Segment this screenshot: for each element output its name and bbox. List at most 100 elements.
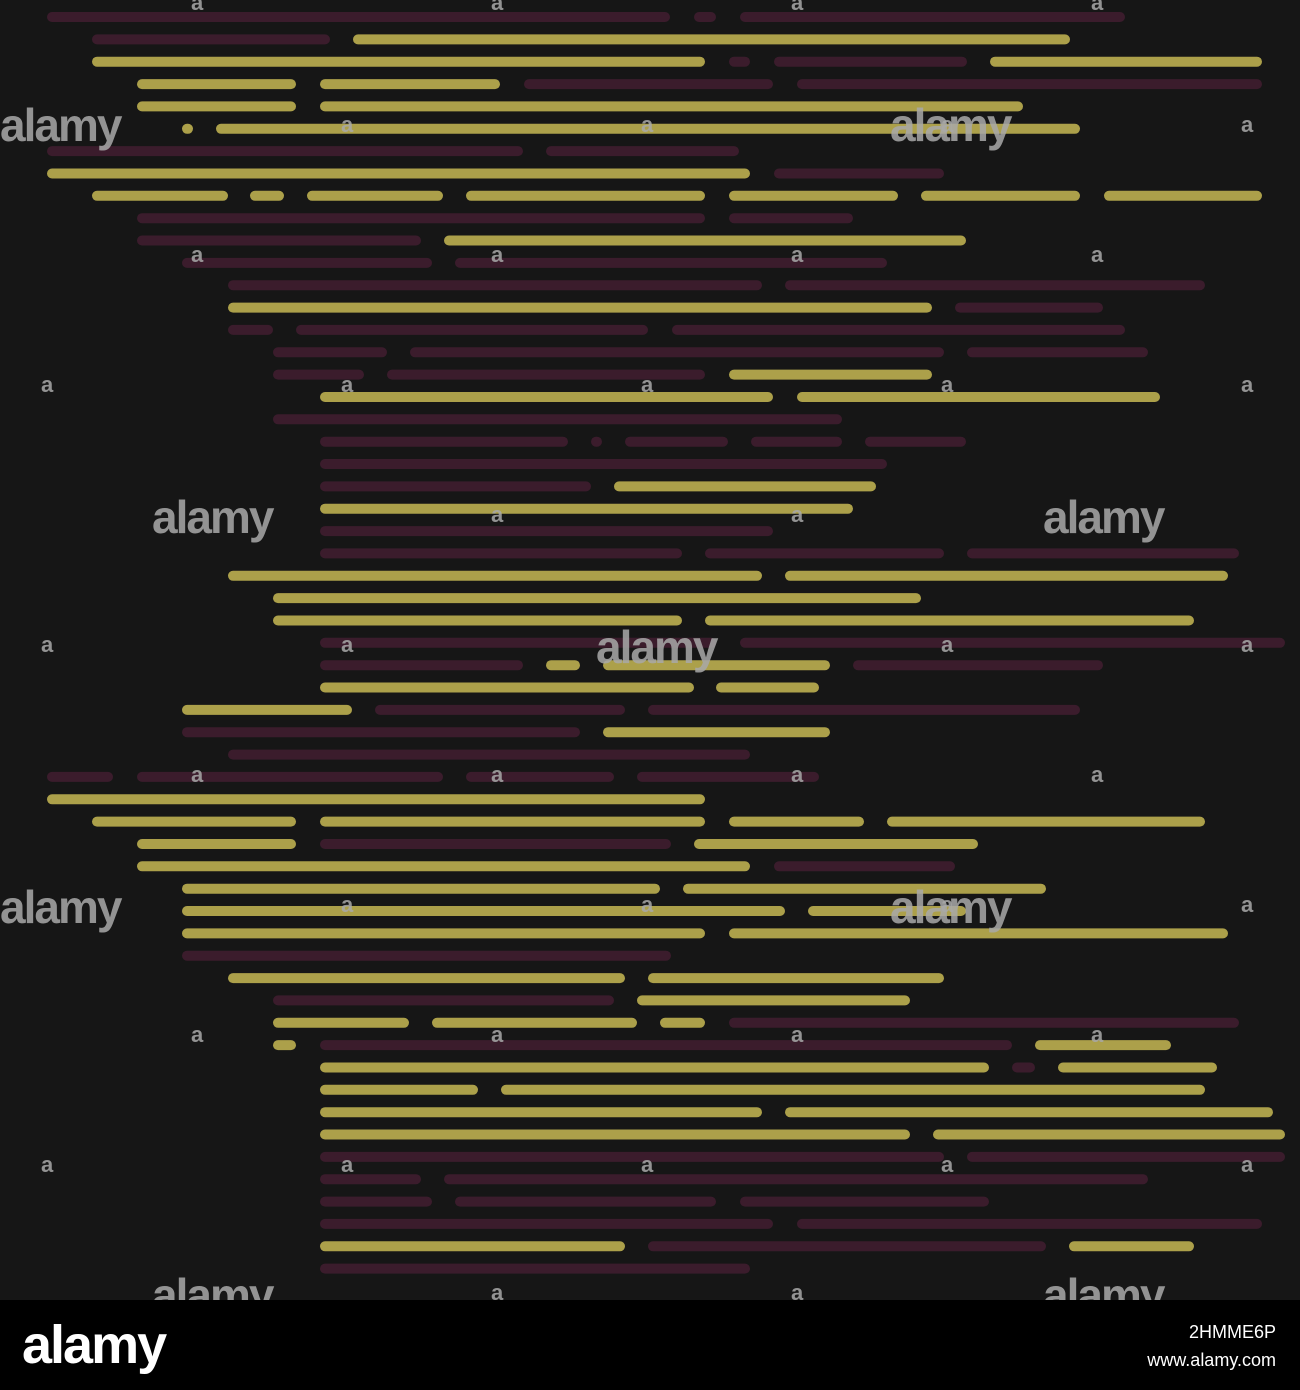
purple-stripe: [648, 704, 1080, 715]
yellow-stripe: [501, 1084, 1205, 1095]
yellow-stripe: [990, 56, 1262, 67]
stripe-row: [137, 839, 978, 849]
yellow-stripe: [648, 973, 944, 984]
purple-stripe: [774, 861, 955, 872]
stripe-row: [182, 123, 1080, 134]
yellow-stripe: [228, 570, 762, 581]
purple-stripe: [273, 995, 614, 1006]
stripe-row: [182, 928, 1228, 939]
purple-stripe: [273, 369, 364, 380]
purple-stripe: [320, 1151, 944, 1162]
stripe-row: [320, 1218, 1262, 1229]
stripe-row: [182, 883, 1046, 894]
stripe-row: [320, 660, 1103, 671]
yellow-stripe: [216, 123, 1080, 134]
purple-stripe: [797, 79, 1262, 90]
stripe-row: [47, 168, 944, 179]
stripe-row: [182, 257, 887, 268]
stripe-row: [320, 637, 1285, 648]
purple-stripe: [1012, 1062, 1035, 1073]
stripe-row: [137, 213, 853, 224]
purple-stripe: [955, 302, 1103, 313]
yellow-stripe: [320, 1084, 478, 1095]
stripe-row: [320, 548, 1239, 559]
stripe-row: [228, 973, 944, 984]
purple-stripe: [967, 548, 1239, 559]
purple-stripe: [648, 1241, 1046, 1252]
image-id: 2HMME6P: [1188, 1322, 1276, 1342]
purple-stripe: [387, 369, 705, 380]
purple-stripe: [729, 213, 853, 224]
yellow-stripe: [921, 190, 1080, 201]
stripe-row: [273, 593, 921, 604]
purple-stripe: [182, 727, 580, 738]
yellow-stripe: [1069, 1241, 1194, 1252]
stripe-row: [273, 995, 910, 1006]
stripe-row: [182, 906, 966, 916]
yellow-stripe: [320, 816, 705, 827]
purple-stripe: [273, 414, 842, 425]
yellow-stripe: [1058, 1062, 1217, 1073]
stripe-row: [137, 235, 966, 246]
stripe-row: [320, 1062, 1217, 1073]
purple-stripe: [320, 459, 887, 469]
purple-stripe: [729, 1017, 1239, 1028]
yellow-stripe: [137, 861, 750, 872]
stripe-row: [273, 615, 1194, 626]
purple-stripe: [729, 56, 750, 67]
stripe-row: [320, 459, 887, 469]
stripe-pattern: [47, 12, 1285, 1274]
footer-url: www.alamy.com: [1147, 1350, 1276, 1370]
purple-stripe: [320, 839, 671, 849]
yellow-stripe: [614, 481, 876, 492]
stripe-row: [320, 1107, 1273, 1118]
purple-stripe: [785, 280, 1205, 291]
purple-stripe: [410, 347, 944, 358]
yellow-stripe: [250, 190, 284, 201]
purple-stripe: [455, 257, 887, 268]
stripe-row: [228, 324, 1125, 335]
purple-stripe: [92, 34, 330, 45]
purple-stripe: [455, 1196, 716, 1207]
yellow-stripe: [694, 839, 978, 849]
purple-stripe: [694, 12, 716, 22]
stripe-row: [273, 414, 842, 425]
yellow-stripe: [307, 190, 443, 201]
stripe-row: [92, 190, 1262, 201]
stripe-row: [320, 1174, 1148, 1185]
purple-stripe: [797, 1218, 1262, 1229]
purple-stripe: [774, 56, 967, 67]
yellow-stripe: [182, 123, 193, 134]
purple-stripe: [466, 771, 614, 782]
yellow-stripe: [320, 79, 500, 90]
stripe-row: [228, 302, 1103, 313]
purple-stripe: [637, 771, 819, 782]
purple-stripe: [228, 324, 273, 335]
yellow-stripe: [637, 995, 910, 1006]
stripe-artwork: alamy alamy alamy alamy alamy alamy alamy alamy…: [0, 0, 1300, 1300]
purple-stripe: [320, 436, 568, 447]
yellow-stripe: [444, 235, 966, 246]
yellow-stripe: [729, 190, 898, 201]
yellow-stripe: [47, 168, 750, 179]
stripe-row: [320, 682, 819, 693]
purple-stripe: [320, 526, 773, 537]
purple-stripe: [444, 1174, 1148, 1185]
footer-bar: alamy 2HMME6P www.alamy.com: [0, 1300, 1300, 1390]
yellow-stripe: [320, 1062, 989, 1073]
yellow-stripe: [546, 660, 580, 671]
stripe-row: [273, 1017, 1239, 1028]
purple-stripe: [865, 436, 966, 447]
yellow-stripe: [683, 883, 1046, 894]
yellow-stripe: [320, 101, 1023, 112]
stripe-row: [47, 146, 739, 157]
yellow-stripe: [137, 101, 296, 112]
yellow-stripe: [887, 816, 1205, 827]
purple-stripe: [182, 950, 671, 961]
stripe-row: [320, 1084, 1205, 1095]
yellow-stripe: [603, 660, 830, 671]
purple-stripe: [320, 1040, 1012, 1051]
stripe-row: [320, 481, 876, 492]
stripe-row: [47, 794, 705, 805]
purple-stripe: [740, 12, 1125, 22]
